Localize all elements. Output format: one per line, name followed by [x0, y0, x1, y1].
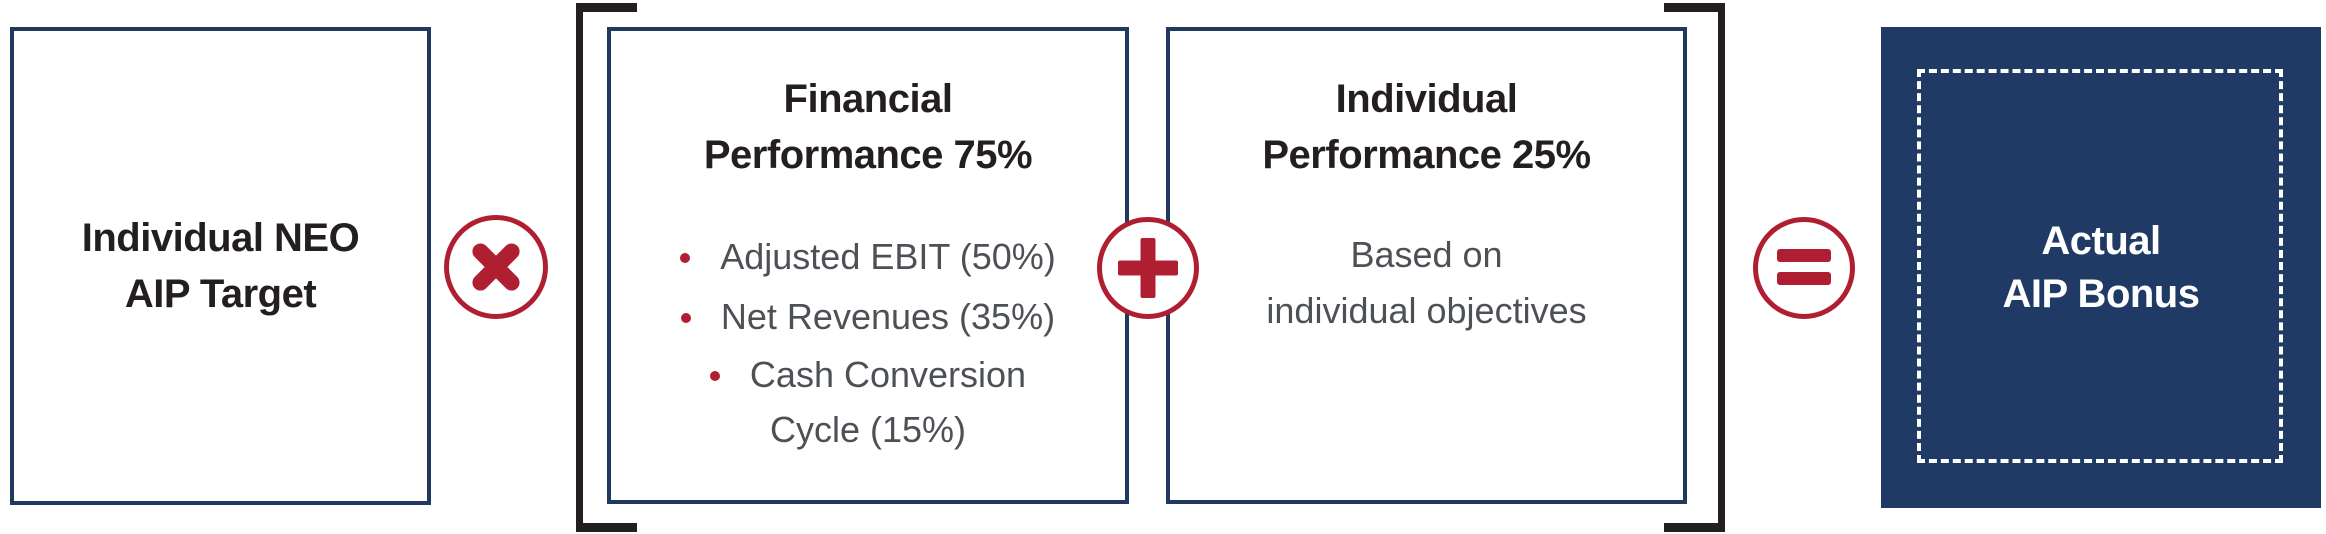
result-label-line1: Actual [2041, 218, 2161, 263]
multiply-icon [444, 215, 548, 319]
target-label-line1: Individual NEO [81, 216, 360, 260]
individual-neo-aip-target-box: Individual NEO AIP Target [10, 27, 431, 505]
equals-glyph [1777, 249, 1831, 285]
left-bracket-icon [576, 3, 583, 532]
list-item: Net Revenues (35%) [611, 287, 1125, 347]
list-item: Cash Conversion Cycle (15%) [678, 347, 1058, 457]
right-bracket-top-arm [1664, 3, 1725, 12]
left-bracket-top-arm [576, 3, 637, 12]
target-label-line2: AIP Target [124, 272, 317, 316]
financial-performance-box: Financial Performance 75% Adjusted EBIT … [607, 27, 1129, 504]
dashed-inner-border [1917, 69, 2283, 463]
plus-icon [1097, 217, 1199, 319]
bullet-text: Cash Conversion Cycle (15%) [749, 354, 1027, 450]
individual-title-line2: Performance 25% [1262, 133, 1591, 177]
financial-title-line2: Performance 75% [703, 133, 1033, 177]
bullet-text: Net Revenues (35%) [720, 296, 1056, 337]
actual-aip-bonus-box: Actual AIP Bonus [1881, 27, 2321, 508]
financial-title-line1: Financial [783, 77, 953, 121]
individual-performance-description: Based on individual objectives [1170, 227, 1683, 339]
bullet-dot-icon [680, 313, 691, 323]
financial-performance-title: Financial Performance 75% [611, 71, 1125, 183]
actual-aip-bonus-label: Actual AIP Bonus [2002, 215, 2200, 321]
individual-desc-line2: individual objectives [1266, 290, 1587, 331]
plus-glyph [1118, 238, 1178, 298]
left-bracket-bottom-arm [576, 523, 637, 532]
equals-icon [1753, 217, 1855, 319]
right-bracket-bottom-arm [1664, 523, 1725, 532]
financial-metrics-list: Adjusted EBIT (50%) Net Revenues (35%) C… [611, 227, 1125, 457]
individual-neo-aip-target-label: Individual NEO AIP Target [81, 210, 360, 322]
bullet-dot-icon [709, 371, 720, 381]
bullet-text: Adjusted EBIT (50%) [720, 236, 1056, 277]
bullet-dot-icon [680, 253, 691, 263]
multiply-glyph [472, 243, 520, 291]
individual-performance-title: Individual Performance 25% [1170, 71, 1683, 183]
right-bracket-icon [1718, 3, 1725, 532]
individual-performance-box: Individual Performance 25% Based on indi… [1166, 27, 1687, 504]
individual-title-line1: Individual [1335, 77, 1518, 121]
list-item: Adjusted EBIT (50%) [611, 227, 1125, 287]
result-label-line2: AIP Bonus [2002, 271, 2200, 316]
individual-desc-line1: Based on [1350, 234, 1503, 275]
